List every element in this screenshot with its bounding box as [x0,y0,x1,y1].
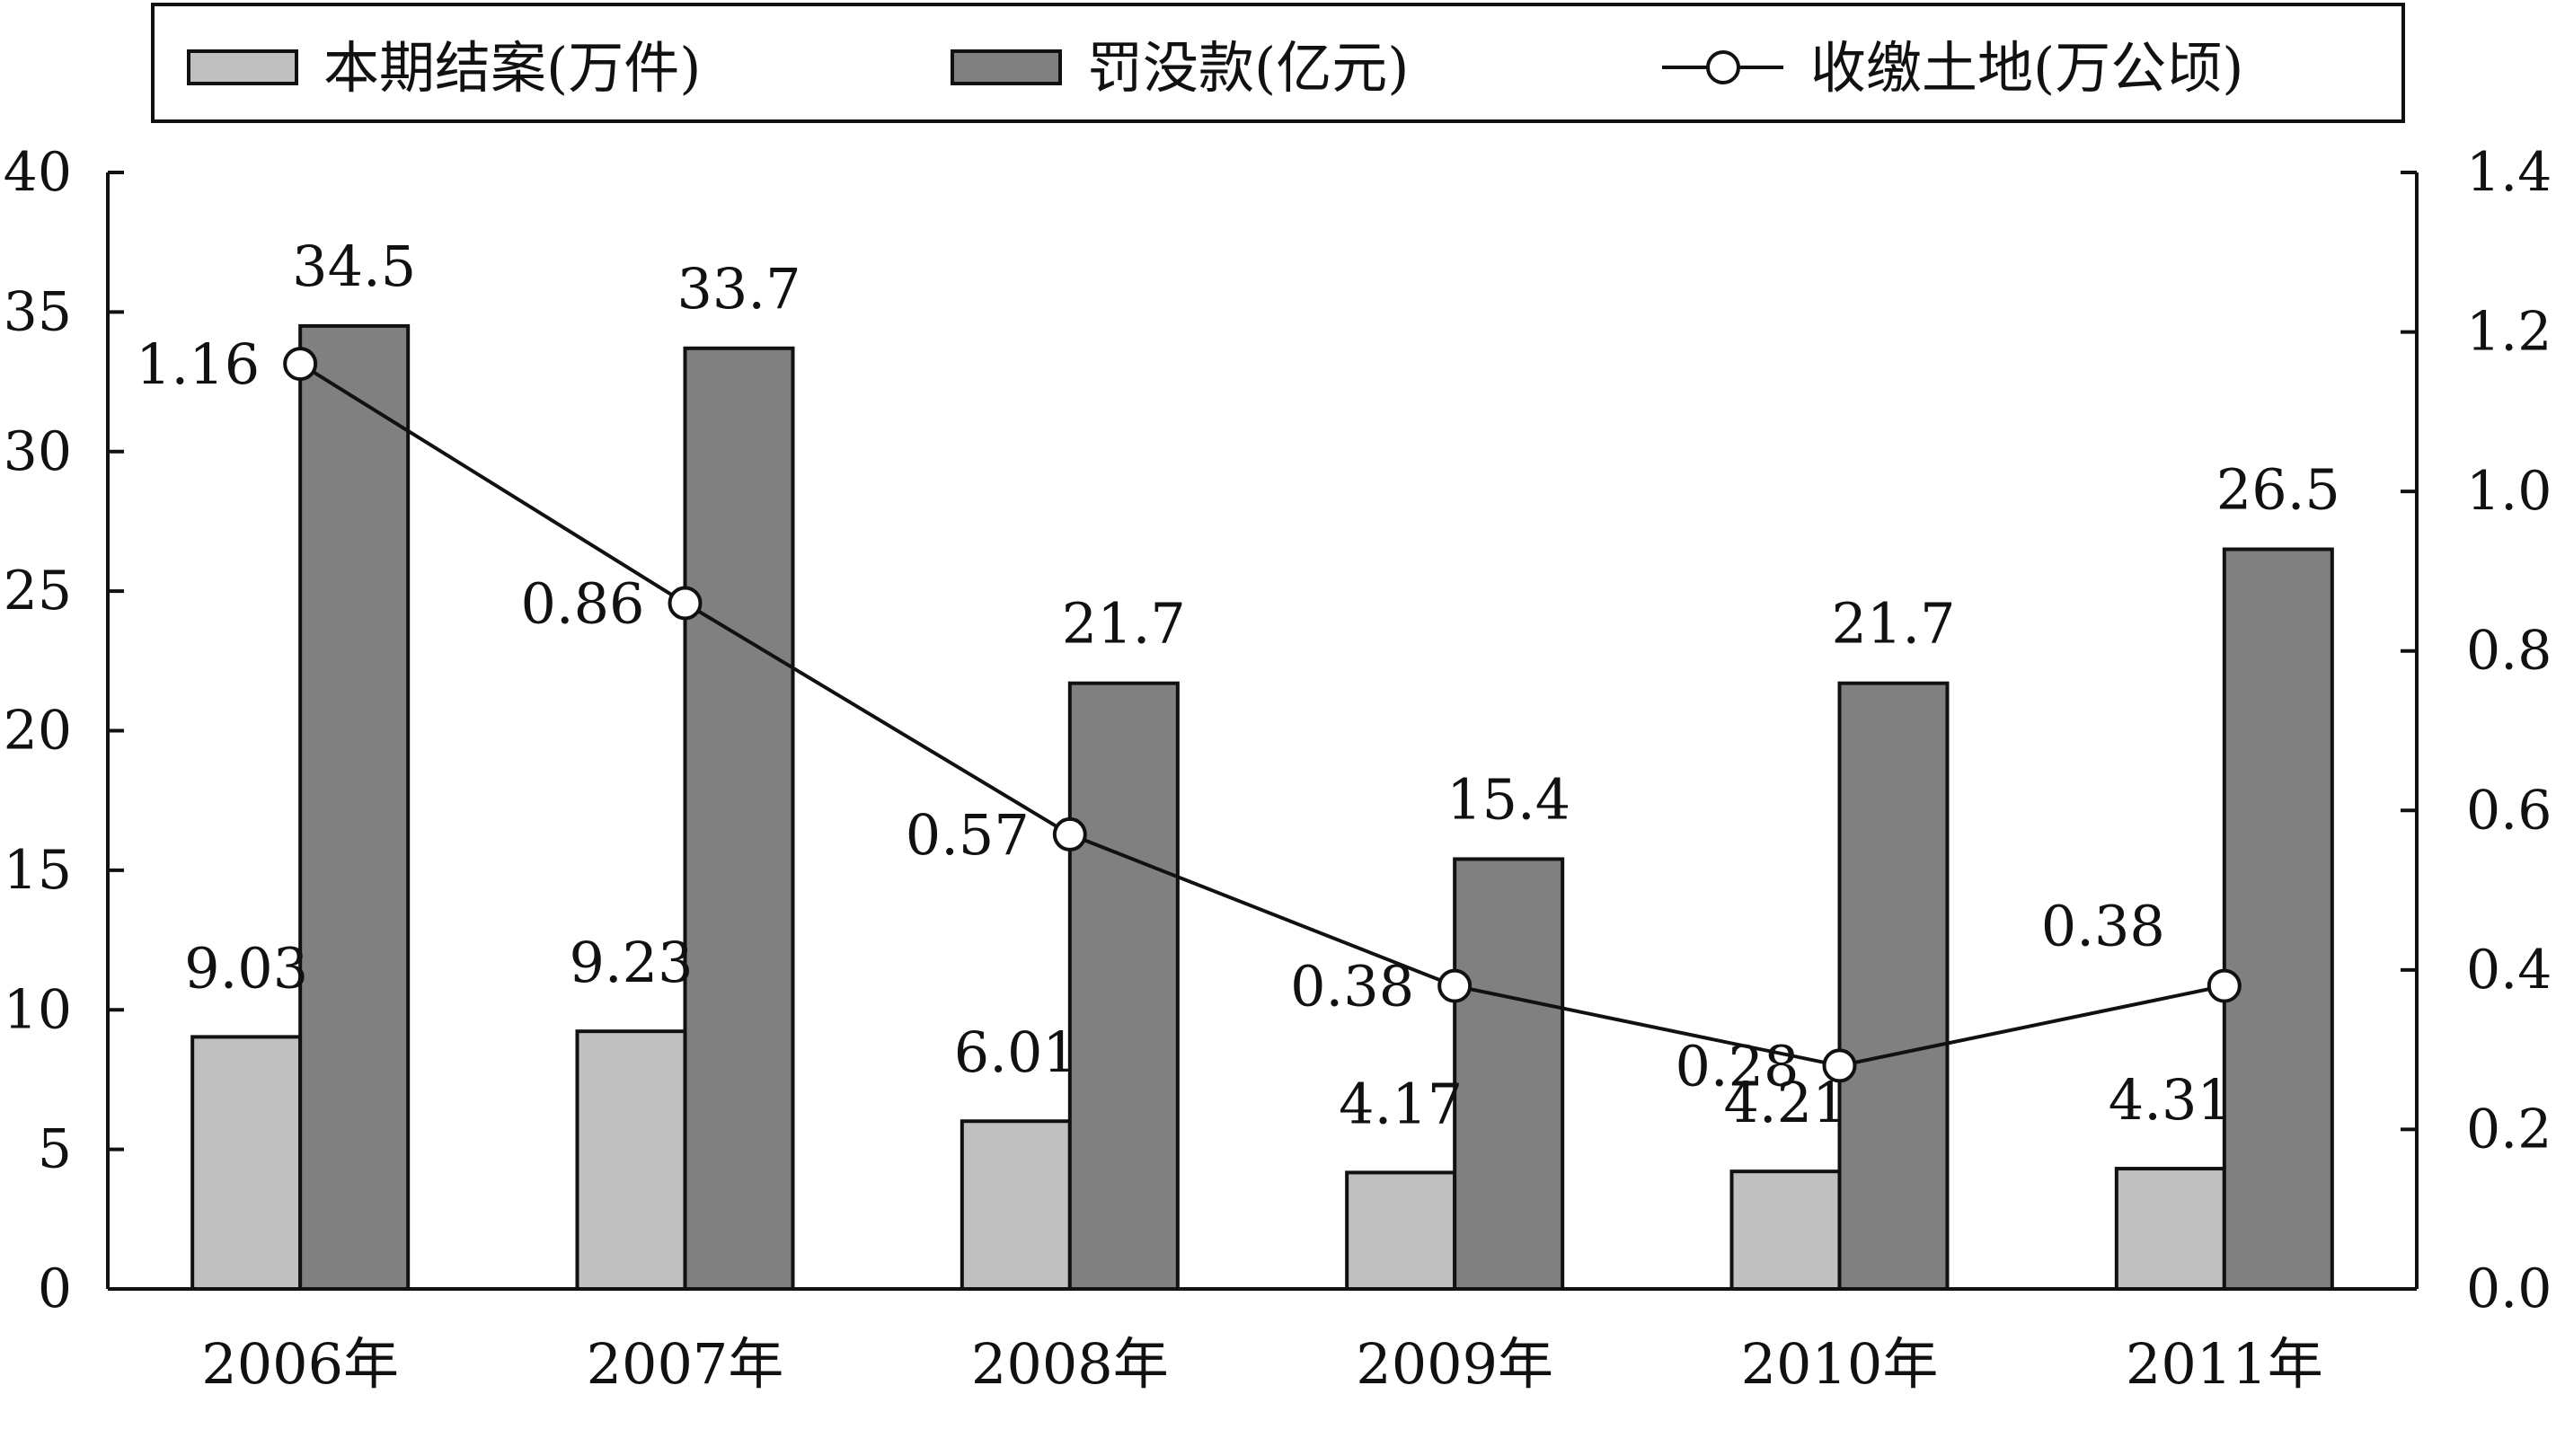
left-y-tick-label: 35 [4,280,72,343]
legend-item-land-swatch-marker [1706,50,1740,84]
data-label-land: 0.28 [1675,1033,1799,1099]
left-y-tick-label: 25 [4,560,72,622]
data-label-fines: 21.7 [1831,591,1955,657]
line-point-land [668,586,703,621]
legend: 本期结案(万件) 罚没款(亿元) 收缴土地(万公顷) [151,3,2405,123]
data-label-cases: 4.31 [2109,1067,2233,1133]
bar-fines [298,323,411,1292]
bar-fines [1453,857,1565,1291]
data-label-cases: 9.03 [184,935,308,1001]
left-y-tick-label: 20 [4,700,72,763]
data-label-fines: 33.7 [677,256,800,322]
legend-frame [151,3,2405,123]
right-y-tick-label: 1.0 [2466,460,2552,523]
left-y-tick-label: 0 [38,1257,72,1320]
bar-cases [575,1029,687,1291]
data-labels: 9.03 9.23 6.01 4.17 4.21 4.31 34.5 33.7 21.7 15.4… [136,234,2340,1137]
bar-fines [1837,681,1950,1291]
data-label-land: 0.86 [520,570,644,636]
x-tick-label: 2010年 [1741,1331,1939,1397]
bar-cases [960,1119,1072,1292]
data-label-cases: 9.23 [569,930,693,995]
line-point-land [1437,968,1473,1003]
legend-item-land-label: 收缴土地(万公顷) [1810,35,2243,101]
data-label-land: 0.57 [906,802,1030,868]
x-tick-label: 2007年 [587,1331,784,1397]
left-y-tick-label: 40 [4,141,72,204]
bar-cases [1345,1170,1457,1291]
bar-fines [683,346,795,1292]
axes: 0 5 10 15 20 25 30 35 40 0.0 0.2 0.4 0.6 0.8 1.0 1.2 1.4… [4,141,2552,1397]
data-label-fines: 15.4 [1446,766,1570,832]
data-label-fines: 34.5 [292,234,416,299]
bar-series [190,323,2334,1292]
legend-item-cases-swatch [187,49,298,85]
right-y-tick-label: 1.4 [2466,141,2552,204]
x-tick-label: 2009年 [1356,1331,1553,1397]
line-series [283,347,2242,1083]
legend-item-fines-swatch [951,49,1062,85]
left-y-tick-label: 30 [4,420,72,483]
bar-fines [2222,547,2334,1291]
x-tick-label: 2011年 [2126,1331,2323,1397]
x-tick-label: 2006年 [201,1331,399,1397]
data-label-land: 1.16 [136,331,260,397]
right-y-tick-label: 0.6 [2466,779,2552,842]
data-label-cases: 4.21 [1723,1070,1847,1135]
right-y-tick-label: 1.2 [2466,301,2552,364]
bar-cases [1729,1169,1842,1291]
bar-cases [2114,1167,2226,1292]
line-point-land [2207,968,2242,1003]
data-label-cases: 6.01 [954,1019,1078,1085]
bar-cases [190,1035,303,1291]
bar-fines [1067,681,1180,1291]
line-point-land [283,347,318,382]
line-path-land [299,362,2225,1068]
data-label-fines: 26.5 [2216,457,2340,523]
data-label-land: 0.38 [2041,894,2165,959]
left-y-tick-label: 15 [4,839,72,902]
data-label-cases: 4.17 [1339,1071,1463,1136]
right-y-tick-label: 0.8 [2466,620,2552,683]
line-point-land [1822,1048,1857,1083]
x-tick-label: 2008年 [971,1331,1169,1397]
right-y-tick-label: 0.0 [2466,1257,2552,1320]
left-y-tick-label: 10 [4,978,72,1041]
right-y-tick-label: 0.2 [2466,1098,2552,1160]
right-y-tick-label: 0.4 [2466,939,2552,1002]
line-point-land [1052,816,1087,852]
legend-item-cases-label: 本期结案(万件) [323,35,701,101]
data-label-land: 0.38 [1290,954,1414,1019]
left-y-tick-label: 5 [38,1118,72,1181]
legend-item-fines-label: 罚没款(亿元) [1087,35,1409,101]
data-label-fines: 21.7 [1062,591,1186,657]
